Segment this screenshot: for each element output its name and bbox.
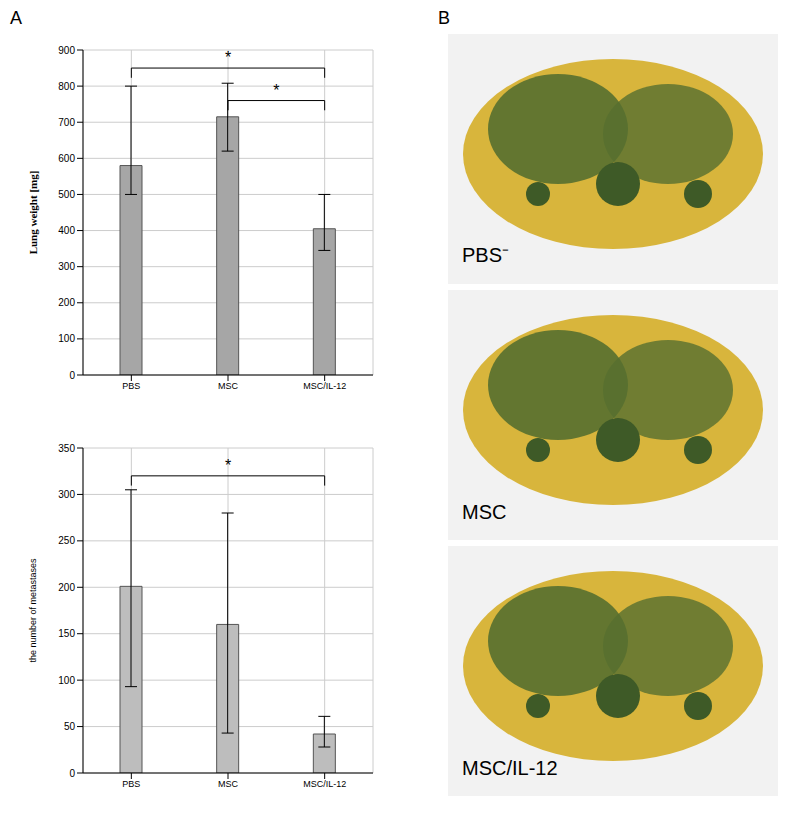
html-text:PBS⁻: PBS⁻ <box>462 244 509 266</box>
svg-text:900: 900 <box>58 45 75 56</box>
svg-text:700: 700 <box>58 117 75 128</box>
svg-text:the number of metastases: the number of metastases <box>28 558 38 663</box>
svg-text:400: 400 <box>58 225 75 236</box>
svg-text:150: 150 <box>58 628 75 639</box>
html-text:MSC: MSC <box>462 501 507 523</box>
svg-text:600: 600 <box>58 153 75 164</box>
svg-text:100: 100 <box>58 675 75 686</box>
svg-text:100: 100 <box>58 333 75 344</box>
svg-text:300: 300 <box>58 489 75 500</box>
svg-text:0: 0 <box>69 370 75 381</box>
svg-text:800: 800 <box>58 81 75 92</box>
svg-text:MSC/IL-12: MSC/IL-12 <box>303 779 346 789</box>
svg-text:MSC/IL-12: MSC/IL-12 <box>303 381 346 391</box>
svg-text:*: * <box>225 49 231 66</box>
svg-text:250: 250 <box>58 535 75 546</box>
svg-text:PBS: PBS <box>122 381 140 391</box>
html-text:MSC/IL-12: MSC/IL-12 <box>462 757 558 779</box>
svg-text:*: * <box>273 82 279 99</box>
svg-text:0: 0 <box>69 768 75 779</box>
html-text:A: A <box>10 8 22 28</box>
html-text:B: B <box>438 8 450 28</box>
svg-text:200: 200 <box>58 297 75 308</box>
svg-text:MSC: MSC <box>218 779 239 789</box>
svg-text:MSC: MSC <box>218 381 239 391</box>
svg-text:*: * <box>225 457 231 474</box>
svg-text:300: 300 <box>58 261 75 272</box>
svg-text:350: 350 <box>58 443 75 454</box>
svg-text:Lung weight [mg]: Lung weight [mg] <box>27 171 39 255</box>
svg-text:PBS: PBS <box>122 779 140 789</box>
svg-text:50: 50 <box>64 721 76 732</box>
svg-text:200: 200 <box>58 582 75 593</box>
svg-text:500: 500 <box>58 189 75 200</box>
